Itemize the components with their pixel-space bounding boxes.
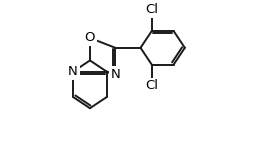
Text: N: N	[110, 68, 120, 81]
Text: N: N	[68, 65, 78, 78]
Text: Cl: Cl	[145, 79, 158, 92]
Text: O: O	[85, 32, 95, 44]
Text: Cl: Cl	[145, 3, 158, 16]
